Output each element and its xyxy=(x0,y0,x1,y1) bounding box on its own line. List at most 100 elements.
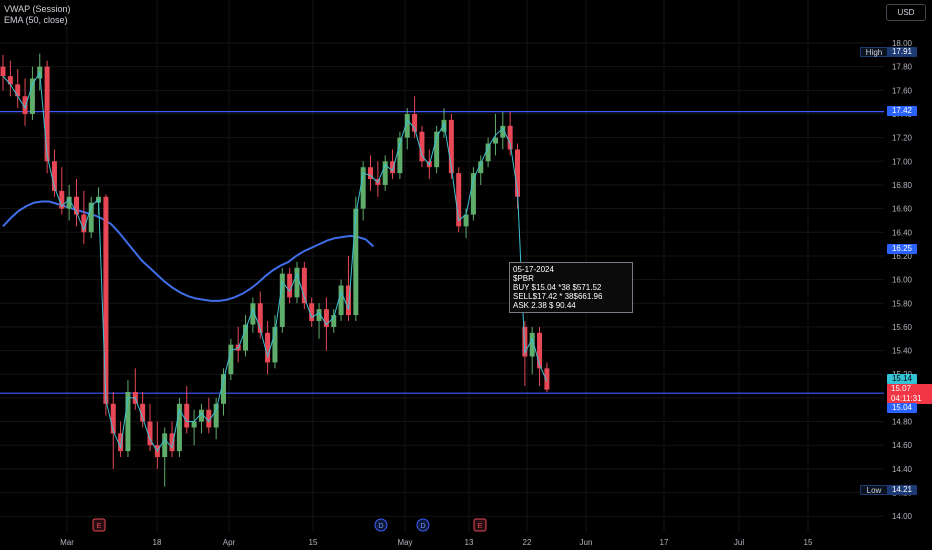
event-marker-badge xyxy=(416,518,430,532)
legend-vwap[interactable]: VWAP (Session) xyxy=(4,4,71,14)
line-bottom-tag: 15.04 xyxy=(887,403,917,413)
high-value: 17.91 xyxy=(887,47,917,57)
candle-body xyxy=(316,309,322,322)
tooltip-date: 05-17-2024 xyxy=(513,265,554,274)
tooltip-ask: ASK 2.38 $ 90.44 xyxy=(513,301,576,310)
grid-lines xyxy=(0,0,884,532)
candle-body xyxy=(279,273,285,327)
time-tick-label: 13 xyxy=(465,538,474,547)
candle-body xyxy=(323,309,329,327)
tooltip-symbol: $PBR xyxy=(513,274,534,283)
bar-countdown: 04:11:31 xyxy=(891,394,922,403)
event-marker-badge xyxy=(473,518,487,532)
candle-body xyxy=(390,161,396,174)
ema-series-line xyxy=(2,200,375,302)
candle-body xyxy=(294,267,300,298)
time-tick-label: Mar xyxy=(60,538,74,547)
price-tick-label: 16.60 xyxy=(892,205,913,214)
low-label: Low xyxy=(860,485,888,495)
ema-line xyxy=(2,200,375,302)
line-top-tag: 17.42 xyxy=(887,106,917,116)
price-tick-label: 16.20 xyxy=(892,252,913,261)
candle-body xyxy=(448,119,454,174)
candle-body xyxy=(29,78,35,114)
candle-body xyxy=(44,66,50,162)
candle-body xyxy=(265,332,271,363)
candle-body xyxy=(507,125,513,150)
candle-body xyxy=(7,76,13,85)
candle-body xyxy=(345,285,351,316)
candle-body xyxy=(176,403,182,452)
trade-note-tooltip: 05-17-2024 $PBR BUY $15.04 *38 $571.52 S… xyxy=(509,262,633,313)
candle-body xyxy=(529,332,535,357)
vwap-line xyxy=(2,71,548,453)
candle-body xyxy=(309,303,315,322)
event-marker-badge xyxy=(374,518,388,532)
candle-body xyxy=(74,196,79,215)
candle-body xyxy=(103,196,109,404)
candle-body xyxy=(397,137,403,174)
price-tick-label: 16.40 xyxy=(892,228,913,237)
price-tick-label: 15.60 xyxy=(892,323,913,332)
candle-body xyxy=(118,433,124,452)
candle-body xyxy=(353,208,359,316)
candle-body xyxy=(537,332,543,369)
price-tick-label: 16.80 xyxy=(892,181,913,190)
candle-body xyxy=(478,161,484,174)
candle-body xyxy=(15,84,21,97)
last-price-tag: 15.07 04:11:31 xyxy=(887,384,932,404)
price-tick-label: 14.60 xyxy=(892,441,913,450)
legend-ema[interactable]: EMA (50, close) xyxy=(4,15,68,25)
price-tick-label: 17.00 xyxy=(892,157,913,166)
candle-body xyxy=(368,167,373,180)
time-tick-label: May xyxy=(397,538,412,547)
vwap-value-tag: 15.14 xyxy=(887,374,917,384)
price-tick-label: 17.80 xyxy=(892,63,913,72)
candle-body xyxy=(470,173,476,215)
time-tick-label: Jul xyxy=(734,538,744,547)
candle-body xyxy=(147,421,153,446)
event-marker-label: D xyxy=(378,523,383,530)
candle-body xyxy=(250,303,256,325)
candle-body xyxy=(110,403,116,434)
event-marker-label: D xyxy=(420,523,425,530)
candle-body xyxy=(162,433,168,458)
candle-body xyxy=(463,214,469,227)
candle-body xyxy=(198,409,204,422)
price-tick-label: 14.00 xyxy=(892,512,913,521)
candle-body xyxy=(66,196,72,209)
time-tick-label: 15 xyxy=(804,538,813,547)
time-tick-label: 17 xyxy=(660,538,669,547)
candle-body xyxy=(206,409,212,428)
candle-body xyxy=(22,96,28,114)
candle-body xyxy=(243,324,249,351)
candle-body xyxy=(419,131,425,162)
tooltip-sell: SELL$17.42 * 38$661.96 xyxy=(513,292,603,301)
candle-body xyxy=(360,167,366,209)
candle-body xyxy=(434,131,440,168)
time-axis[interactable]: Mar 18 Apr 15 May 13 22 Jun 17 Jul 15 xyxy=(60,538,813,547)
candle-body xyxy=(184,403,190,428)
candle-body xyxy=(287,273,293,298)
last-price-value: 15.07 xyxy=(891,384,912,393)
high-label: High xyxy=(860,47,888,57)
candle-body xyxy=(221,374,226,404)
ema-value-tag: 16.25 xyxy=(887,244,917,254)
candle-body xyxy=(522,326,528,357)
candle-body xyxy=(544,368,550,390)
candle-body xyxy=(382,161,388,185)
candle-body xyxy=(88,202,94,233)
candle-body xyxy=(456,173,462,227)
candle-body xyxy=(125,391,131,452)
candle-body xyxy=(191,421,197,428)
candle-body xyxy=(59,190,65,209)
currency-button[interactable]: USD xyxy=(886,4,926,21)
event-marker-label: E xyxy=(97,523,102,530)
candle-body xyxy=(331,315,337,327)
candle-body xyxy=(81,214,87,233)
event-marker-badge xyxy=(92,518,106,532)
time-tick-label: 18 xyxy=(153,538,162,547)
candle-body xyxy=(492,137,498,144)
